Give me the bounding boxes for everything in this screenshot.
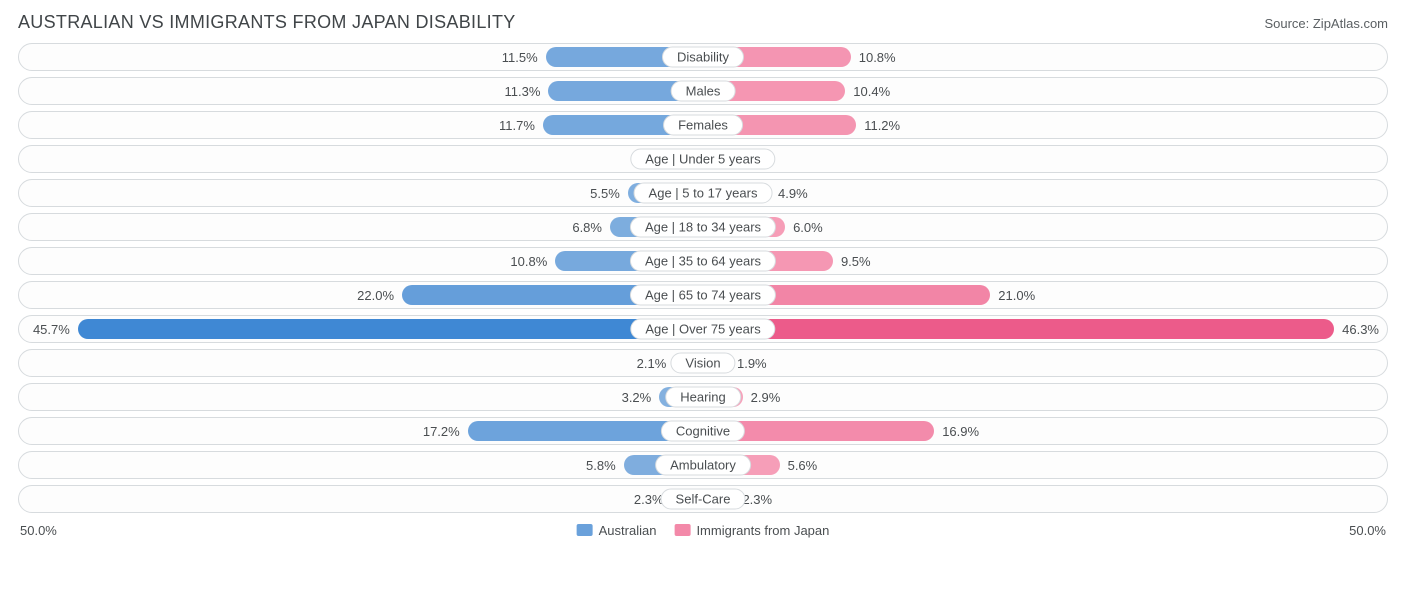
legend-label-right: Immigrants from Japan — [696, 523, 829, 538]
row-label: Cognitive — [661, 421, 745, 442]
bar-row: 5.5% 4.9%Age | 5 to 17 years — [18, 179, 1388, 207]
bar-right — [703, 319, 1334, 339]
value-right: 46.3% — [1334, 322, 1387, 337]
row-label: Age | Under 5 years — [630, 149, 775, 170]
bar-row: 11.7% 11.2% Females — [18, 111, 1388, 139]
header: AUSTRALIAN VS IMMIGRANTS FROM JAPAN DISA… — [18, 12, 1388, 33]
legend-item-left: Australian — [577, 523, 657, 538]
legend-label-left: Australian — [599, 523, 657, 538]
legend: Australian Immigrants from Japan — [577, 523, 830, 538]
value-left: 17.2% — [415, 424, 468, 439]
row-label: Age | 35 to 64 years — [630, 251, 776, 272]
bar-row: 2.3%2.3%Self-Care — [18, 485, 1388, 513]
row-label: Disability — [662, 47, 744, 68]
bar-row: 3.2% 2.9%Hearing — [18, 383, 1388, 411]
bar-left — [78, 319, 703, 339]
bar-row: 22.0% 21.0% Age | 65 to 74 years — [18, 281, 1388, 309]
value-right: 9.5% — [833, 254, 879, 269]
value-left: 11.7% — [491, 118, 543, 133]
legend-item-right: Immigrants from Japan — [674, 523, 829, 538]
bar-row: 11.3% 10.4% Males — [18, 77, 1388, 105]
value-right: 2.9% — [743, 390, 789, 405]
value-left: 3.2% — [614, 390, 660, 405]
value-left: 10.8% — [502, 254, 555, 269]
bar-row: 1.4%1.1%Age | Under 5 years — [18, 145, 1388, 173]
value-right: 10.8% — [851, 50, 904, 65]
bar-row: 5.8% 5.6% Ambulatory — [18, 451, 1388, 479]
value-right: 16.9% — [934, 424, 987, 439]
value-left: 6.8% — [564, 220, 610, 235]
value-left: 2.1% — [629, 356, 675, 371]
value-left: 11.5% — [494, 50, 546, 65]
axis-max-left: 50.0% — [20, 523, 57, 538]
value-right: 6.0% — [785, 220, 831, 235]
row-label: Age | 5 to 17 years — [634, 183, 773, 204]
row-label: Age | 65 to 74 years — [630, 285, 776, 306]
diverging-bar-chart: 11.5% 10.8% Disability 11.3% 10.4% Males 11.7%… — [18, 43, 1388, 513]
value-right: 1.9% — [729, 356, 775, 371]
value-left: 5.8% — [578, 458, 624, 473]
row-label: Self-Care — [661, 489, 746, 510]
value-right: 21.0% — [990, 288, 1043, 303]
row-label: Females — [663, 115, 743, 136]
legend-swatch-left — [577, 524, 593, 536]
value-right: 5.6% — [780, 458, 826, 473]
chart-title: AUSTRALIAN VS IMMIGRANTS FROM JAPAN DISA… — [18, 12, 516, 33]
value-right: 11.2% — [856, 118, 908, 133]
bar-row: 11.5% 10.8% Disability — [18, 43, 1388, 71]
value-left: 45.7% — [25, 322, 78, 337]
chart-footer: 50.0% Australian Immigrants from Japan 5… — [18, 519, 1388, 541]
bar-row: 10.8% 9.5% Age | 35 to 64 years — [18, 247, 1388, 275]
bar-row: 17.2% 16.9% Cognitive — [18, 417, 1388, 445]
legend-swatch-right — [674, 524, 690, 536]
axis-max-right: 50.0% — [1349, 523, 1386, 538]
chart-source: Source: ZipAtlas.com — [1264, 16, 1388, 31]
row-label: Hearing — [665, 387, 741, 408]
value-left: 11.3% — [497, 84, 549, 99]
value-left: 5.5% — [582, 186, 628, 201]
value-right: 10.4% — [845, 84, 898, 99]
row-label: Age | 18 to 34 years — [630, 217, 776, 238]
row-label: Males — [671, 81, 736, 102]
bar-row: 6.8% 6.0% Age | 18 to 34 years — [18, 213, 1388, 241]
value-left: 22.0% — [349, 288, 402, 303]
value-right: 4.9% — [770, 186, 816, 201]
bar-row: 45.7% 46.3% Age | Over 75 years — [18, 315, 1388, 343]
row-label: Vision — [670, 353, 735, 374]
bar-row: 2.1% 1.9%Vision — [18, 349, 1388, 377]
row-label: Ambulatory — [655, 455, 751, 476]
row-label: Age | Over 75 years — [630, 319, 775, 340]
